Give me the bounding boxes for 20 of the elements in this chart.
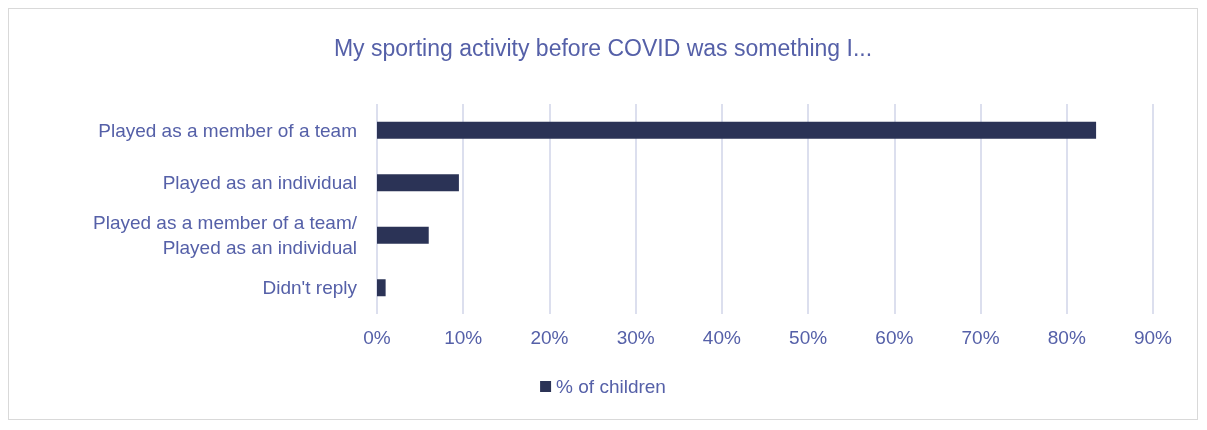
x-tick-label: 80% bbox=[1047, 327, 1086, 348]
legend-label: % of children bbox=[556, 376, 666, 397]
bar bbox=[377, 121, 1097, 139]
x-tick-label: 60% bbox=[875, 327, 914, 348]
x-tick-label: 90% bbox=[1133, 327, 1173, 348]
x-tick-label: 40% bbox=[702, 327, 742, 348]
chart-title: My sporting activity before COVID was something I... bbox=[333, 34, 873, 61]
y-tick-label: Played as a member of a team/ Played as an individual bbox=[92, 212, 358, 259]
y-tick-label: Played as an individual bbox=[162, 172, 357, 194]
x-tick-label: 50% bbox=[789, 327, 828, 348]
bar bbox=[377, 226, 429, 244]
x-tick-label: 10% bbox=[444, 327, 483, 348]
y-tick-label: Played as a member of a team bbox=[98, 119, 357, 141]
bar bbox=[377, 174, 459, 192]
x-tick-label: 20% bbox=[530, 327, 569, 348]
bar bbox=[377, 279, 386, 297]
x-tick-label: 30% bbox=[616, 327, 655, 348]
y-tick-label: Didn't reply bbox=[262, 277, 358, 299]
x-tick-label: 70% bbox=[961, 327, 1000, 348]
x-tick-label: 0% bbox=[363, 327, 391, 348]
